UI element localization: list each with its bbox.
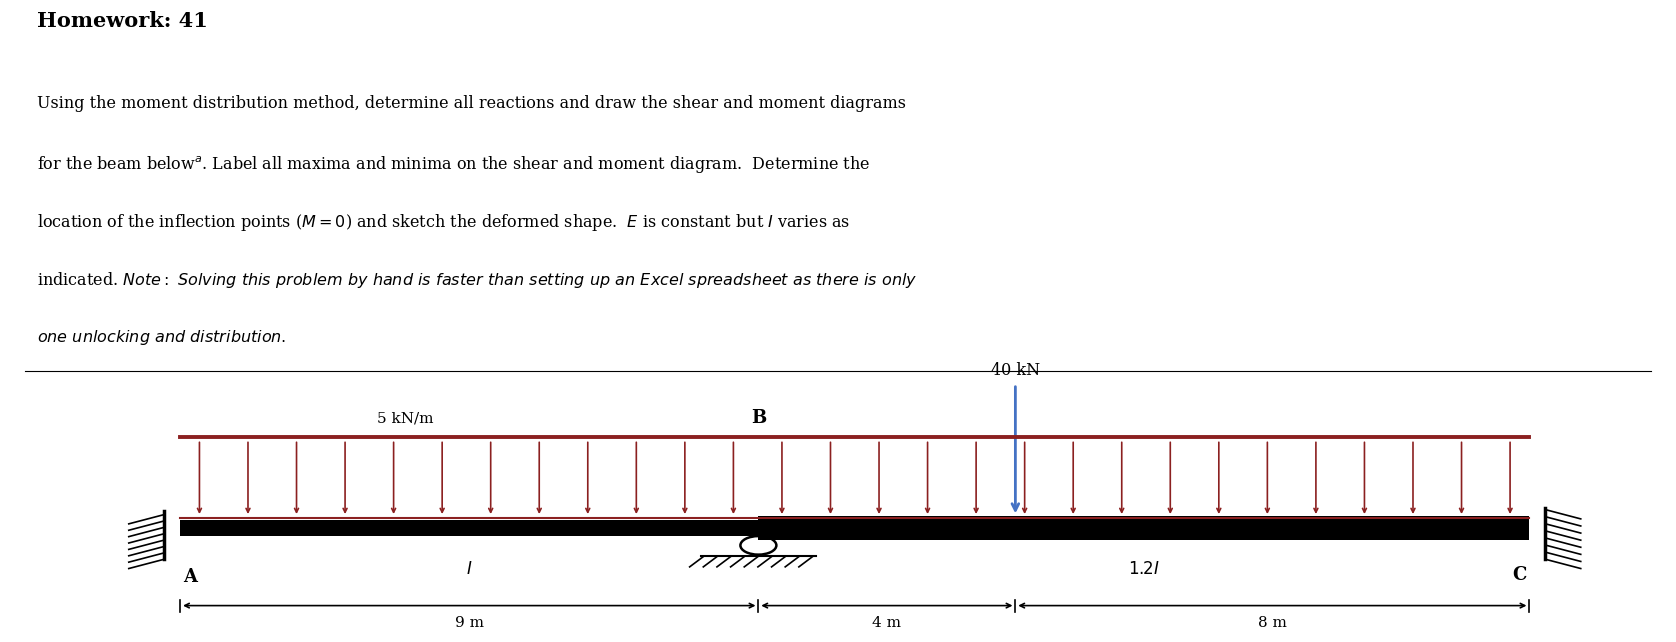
- Text: 9 m: 9 m: [454, 616, 484, 630]
- Text: for the beam below$^{a}$. Label all maxima and minima on the shear and moment di: for the beam below$^{a}$. Label all maxi…: [37, 153, 870, 175]
- Text: 4 m: 4 m: [873, 616, 902, 630]
- Bar: [758, 516, 1529, 540]
- Text: Using the moment distribution method, determine all reactions and draw the shear: Using the moment distribution method, de…: [37, 95, 905, 112]
- Text: $1.2I$: $1.2I$: [1128, 561, 1160, 578]
- Text: C: C: [1512, 566, 1527, 584]
- Text: 8 m: 8 m: [1259, 616, 1287, 630]
- Text: $\mathit{one\ unlocking\ and\ distribution.}$: $\mathit{one\ unlocking\ and\ distributi…: [37, 329, 287, 347]
- Text: A: A: [183, 568, 198, 586]
- Text: indicated. $\mathit{Note{:}\ Solving\ this\ problem\ by\ hand\ is\ faster\ than\: indicated. $\mathit{Note{:}\ Solving\ th…: [37, 270, 917, 290]
- Text: B: B: [751, 409, 766, 427]
- Bar: [181, 519, 758, 536]
- Text: $I$: $I$: [466, 561, 473, 578]
- Text: 5 kN/m: 5 kN/m: [377, 412, 434, 425]
- Text: location of the inflection points ($M = 0$) and sketch the deformed shape.  $E$ : location of the inflection points ($M = …: [37, 212, 850, 233]
- Text: 40 kN: 40 kN: [991, 362, 1039, 379]
- Text: Homework: 41: Homework: 41: [37, 11, 208, 31]
